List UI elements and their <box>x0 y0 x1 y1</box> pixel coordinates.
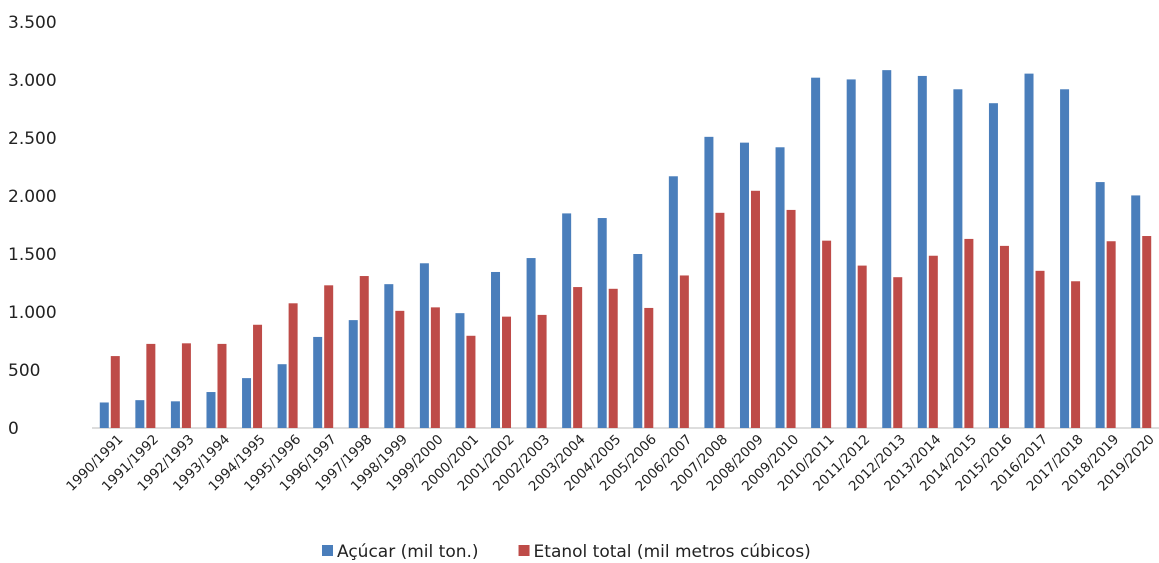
bar <box>395 310 405 428</box>
y-tick-label: 500 <box>8 361 40 381</box>
bar <box>502 316 512 428</box>
bar <box>206 392 216 428</box>
bar <box>99 402 109 428</box>
legend-label: Etanol total (mil metros cúbicos) <box>534 542 811 562</box>
bar <box>964 238 974 428</box>
bar <box>846 79 856 429</box>
bar <box>313 336 323 428</box>
bar <box>1131 195 1141 428</box>
bar <box>455 313 465 428</box>
bar <box>384 284 394 428</box>
bar <box>811 77 821 429</box>
bar <box>181 343 191 428</box>
bar <box>253 324 263 428</box>
bar <box>928 255 938 428</box>
bar <box>1142 236 1152 428</box>
bar <box>739 142 749 428</box>
bar <box>526 258 536 428</box>
bar <box>419 263 429 428</box>
bar <box>491 271 501 428</box>
bar <box>324 285 334 428</box>
bar <box>277 364 287 428</box>
bar <box>537 314 547 428</box>
bar <box>917 75 927 428</box>
bar <box>1035 270 1045 428</box>
bar <box>110 356 120 428</box>
bar <box>1060 89 1070 428</box>
legend-swatch <box>322 545 333 556</box>
bar <box>430 307 440 428</box>
bar <box>146 343 156 428</box>
y-tick-label: 1.500 <box>8 245 57 265</box>
y-tick-label: 3.000 <box>8 71 57 91</box>
bar <box>1071 281 1081 428</box>
bar <box>1106 241 1116 428</box>
bar <box>786 209 796 428</box>
bar <box>573 287 583 428</box>
y-tick-label: 1.000 <box>8 303 57 323</box>
bar <box>704 136 714 428</box>
legend-swatch <box>518 545 530 556</box>
bar <box>822 240 832 428</box>
bar <box>217 343 227 428</box>
bar <box>775 147 785 428</box>
bar <box>135 400 145 428</box>
bar <box>953 89 963 428</box>
y-tick-label: 0 <box>8 419 19 439</box>
bar <box>893 277 903 428</box>
bar <box>1095 182 1105 428</box>
bar <box>562 213 572 428</box>
bar <box>170 401 180 428</box>
bar <box>999 245 1009 428</box>
bar <box>882 70 892 428</box>
bar <box>988 103 998 428</box>
bar <box>348 320 358 428</box>
bar <box>1024 73 1034 429</box>
y-tick-label: 2.500 <box>8 129 57 149</box>
y-tick-label: 3.500 <box>8 13 57 33</box>
bar <box>668 176 678 428</box>
bar <box>242 378 252 428</box>
bar <box>466 335 476 428</box>
bar <box>644 307 654 428</box>
legend-label: Açúcar (mil ton.) <box>337 542 479 562</box>
bar <box>679 275 689 428</box>
bar <box>750 190 760 428</box>
bar <box>288 303 298 428</box>
bar <box>608 288 618 428</box>
y-tick-label: 2.000 <box>8 187 57 207</box>
bar <box>359 276 369 428</box>
bar <box>857 265 867 428</box>
bar <box>633 254 643 428</box>
bar <box>597 218 607 428</box>
bar <box>715 212 725 428</box>
